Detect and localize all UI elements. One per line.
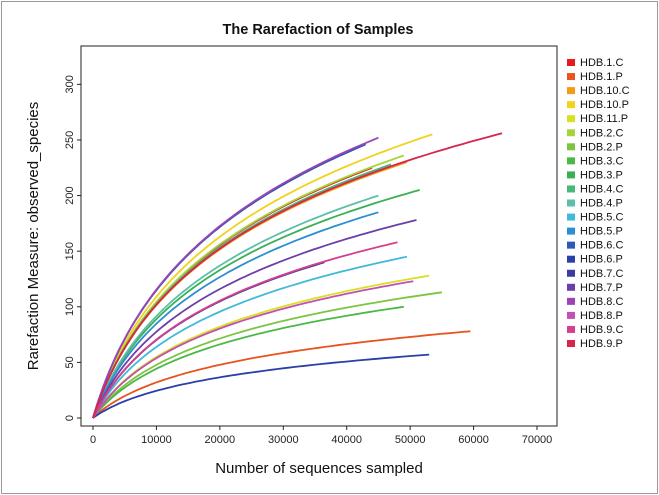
legend-swatch xyxy=(567,213,575,221)
series-line xyxy=(92,133,433,419)
legend-swatch xyxy=(567,59,575,66)
legend-swatch xyxy=(567,115,575,123)
y-tick-label: 250 xyxy=(64,131,76,149)
legend-entry: HDB.4.C xyxy=(580,183,623,195)
legend-swatch xyxy=(567,185,575,193)
legend-swatch xyxy=(567,297,575,305)
x-tick-label: 20000 xyxy=(205,434,236,446)
legend-swatch xyxy=(567,143,575,151)
legend-entry: HDB.7.P xyxy=(580,282,623,294)
legend-entry: HDB.2.C xyxy=(580,127,623,139)
legend-swatch xyxy=(567,255,575,263)
legend-entry: HDB.3.P xyxy=(580,169,623,181)
legend-swatch xyxy=(567,311,575,319)
legend-swatch xyxy=(567,73,575,81)
legend-swatch xyxy=(567,101,575,109)
legend-entry: HDB.3.C xyxy=(580,155,623,167)
series-line xyxy=(92,291,443,419)
legend-swatch xyxy=(567,269,575,277)
legend-entry: HDB.6.P xyxy=(580,254,623,266)
legend-swatch xyxy=(567,283,575,291)
y-axis: 0 50 100 150 200 250 300 xyxy=(64,75,81,421)
series-line xyxy=(92,219,417,419)
series-line xyxy=(92,161,408,419)
legend-swatch xyxy=(567,129,575,137)
y-axis-title: Rarefaction Measure: observed_species xyxy=(25,102,42,370)
y-tick-label: 100 xyxy=(64,298,76,316)
x-tick-label: 30000 xyxy=(268,434,299,446)
legend-entry: HDB.4.P xyxy=(580,198,623,210)
x-tick-label: 70000 xyxy=(522,434,553,446)
legend-swatch xyxy=(567,157,575,165)
legend-entry: HDB.8.P xyxy=(580,310,623,322)
y-tick-label: 50 xyxy=(64,356,76,368)
chart-title: The Rarefaction of Samples xyxy=(223,22,414,38)
legend-entry: HDB.1.C xyxy=(580,57,623,69)
legend-entry: HDB.10.P xyxy=(580,99,629,111)
x-tick-label: 50000 xyxy=(395,434,426,446)
legend: HDB.1.C HDB.1.P HDB.10.C HDB.10.P HDB.11.P HD… xyxy=(567,57,630,350)
legend-swatch xyxy=(567,325,575,333)
legend-swatch xyxy=(567,241,575,249)
legend-entry: HDB.5.P xyxy=(580,226,623,238)
legend-entry: HDB.9.C xyxy=(580,324,623,336)
legend-swatch xyxy=(567,87,575,95)
legend-swatch xyxy=(567,199,575,207)
legend-entry: HDB.6.C xyxy=(580,240,623,252)
legend-swatch xyxy=(567,171,575,179)
legend-entry: HDB.7.C xyxy=(580,268,623,280)
x-tick-label: 10000 xyxy=(141,434,172,446)
y-tick-label: 200 xyxy=(64,186,76,204)
legend-swatch xyxy=(567,340,575,347)
legend-entry: HDB.1.P xyxy=(580,71,623,83)
x-tick-label: 0 xyxy=(90,434,96,446)
series-line xyxy=(92,305,404,419)
series-line xyxy=(92,353,430,419)
series-line xyxy=(92,211,379,419)
y-tick-label: 0 xyxy=(64,415,76,421)
series-line xyxy=(92,136,379,419)
legend-entry: HDB.8.C xyxy=(580,296,623,308)
x-axis-title: Number of sequences sampled xyxy=(215,460,423,477)
legend-swatch xyxy=(567,227,575,235)
legend-entry: HDB.11.P xyxy=(580,113,628,125)
y-tick-label: 300 xyxy=(64,75,76,93)
series-line xyxy=(92,241,398,419)
y-tick-label: 150 xyxy=(64,242,76,260)
plot-area xyxy=(80,45,558,427)
series-line xyxy=(92,274,430,419)
series-lines xyxy=(92,132,503,419)
x-tick-label: 40000 xyxy=(331,434,362,446)
series-line xyxy=(92,280,414,419)
legend-entry: HDB.2.P xyxy=(580,141,623,153)
legend-entry: HDB.5.C xyxy=(580,212,623,224)
series-line xyxy=(92,255,408,419)
legend-entry: HDB.9.P xyxy=(580,338,623,350)
series-line xyxy=(92,194,379,419)
legend-entry: HDB.10.C xyxy=(580,85,630,97)
series-line xyxy=(92,132,503,419)
x-axis: 0 10000 20000 30000 40000 50000 60000 70000 xyxy=(90,426,552,446)
series-line xyxy=(92,330,471,419)
x-tick-label: 60000 xyxy=(458,434,489,446)
